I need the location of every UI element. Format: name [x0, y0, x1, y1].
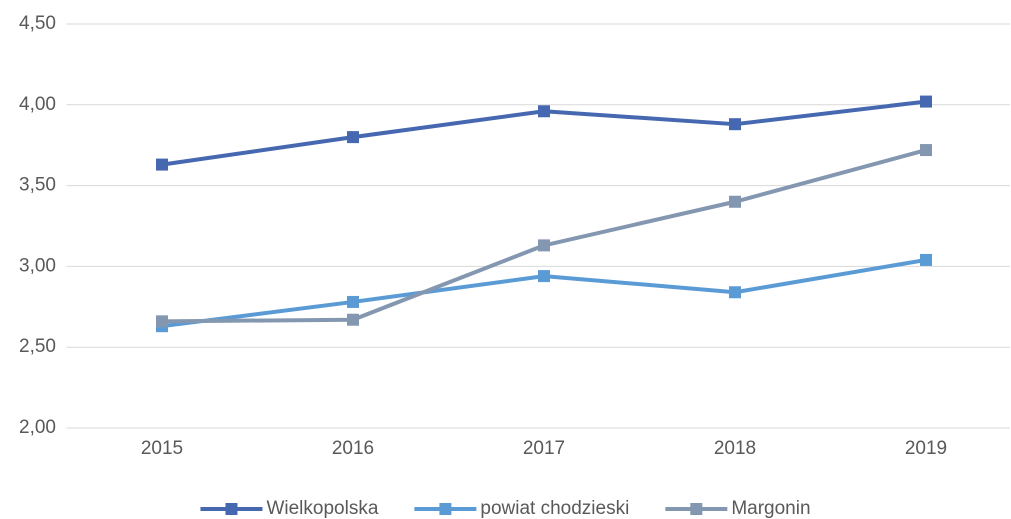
y-tick-label: 4,50 — [19, 13, 56, 34]
legend-label: Margonin — [731, 498, 810, 519]
series-line — [161, 148, 927, 324]
point-marker — [538, 105, 550, 118]
point-marker — [729, 195, 741, 208]
legend-marker — [225, 503, 238, 515]
x-tick-label: 2019 — [905, 438, 947, 459]
series-line — [161, 257, 927, 329]
point-marker — [156, 158, 168, 171]
point-marker — [920, 95, 932, 108]
x-tick-label: 2018 — [714, 438, 756, 459]
point-marker — [156, 315, 168, 328]
y-tick-label: 3,00 — [19, 255, 56, 276]
x-tick-label: 2015 — [141, 438, 183, 459]
point-marker — [347, 295, 359, 308]
legend-label: powiat chodzieski — [480, 498, 629, 519]
point-marker — [920, 144, 932, 157]
legend-marker — [690, 503, 703, 515]
point-marker — [729, 118, 741, 131]
point-marker — [347, 313, 359, 326]
legend-marker — [439, 503, 452, 515]
x-tick-label: 2016 — [332, 438, 374, 459]
point-marker — [538, 239, 550, 252]
point-marker — [347, 131, 359, 144]
y-tick-label: 2,50 — [19, 336, 56, 357]
x-tick-label: 2017 — [523, 438, 565, 459]
y-tick-label: 3,50 — [19, 175, 56, 196]
legend-label: Wielkopolska — [266, 498, 378, 519]
y-tick-label: 2,00 — [19, 417, 56, 438]
point-marker — [920, 253, 932, 266]
point-marker — [729, 286, 741, 299]
point-marker — [538, 270, 550, 283]
y-tick-label: 4,00 — [19, 94, 56, 115]
